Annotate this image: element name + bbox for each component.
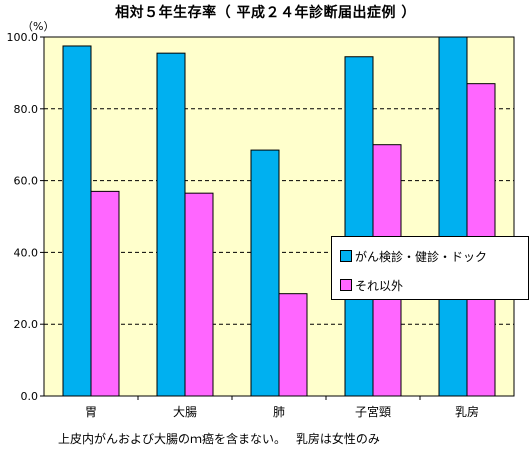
legend-item-screening: がん検診・健診・ドック	[340, 248, 487, 264]
bar-screening	[344, 56, 374, 397]
chart-title: 相対５年生存率（ 平成２４年診断届出症例 ）	[115, 5, 416, 21]
legend-label-other: それ以外	[355, 278, 404, 293]
plot-frame	[43, 36, 515, 397]
legend-item-other: それ以外	[340, 277, 403, 293]
bar-other	[90, 190, 120, 397]
bar-other	[278, 293, 308, 397]
bar-screening	[156, 52, 186, 397]
y-tick-label: 40.0	[14, 246, 39, 259]
bar-screening	[438, 36, 468, 397]
x-tick-label: 乳房	[455, 404, 479, 419]
x-tick-label: 子宮頸	[355, 404, 391, 419]
legend-swatch-screening	[340, 250, 352, 262]
legend: がん検診・健診・ドック それ以外	[331, 236, 529, 300]
x-tick-label: 胃	[85, 405, 97, 419]
y-tick-label: 0.0	[21, 390, 39, 403]
y-axis-unit: （%）	[22, 20, 55, 33]
footnote: 上皮内がんおよび大腸のｍ癌を含まない。 乳房は女性のみ	[58, 432, 380, 446]
legend-label-screening: がん検診・健診・ドック	[355, 249, 488, 264]
y-tick-label: 60.0	[14, 175, 39, 188]
y-tick-label: 20.0	[14, 318, 39, 331]
y-tick-label: 80.0	[14, 103, 39, 116]
x-tick-label: 大腸	[173, 405, 197, 419]
legend-swatch-other	[340, 279, 352, 291]
bar-screening	[250, 149, 280, 397]
bar-other	[184, 192, 214, 397]
y-tick-label: 100.0	[7, 31, 39, 44]
x-tick-label: 肺	[273, 405, 285, 419]
bar-screening	[62, 45, 92, 397]
